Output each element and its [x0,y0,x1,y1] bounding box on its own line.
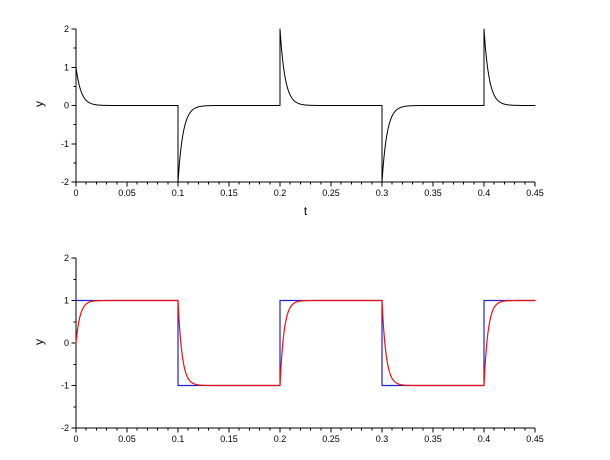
top-tick-labels: 0 0.05 0.1 0.15 0.2 0.25 0.3 0.35 0.4 0.45 -2 -1 0 1 2 [61,24,544,198]
x-tick-label: 0.25 [322,434,340,444]
top-chart: 0 0.05 0.1 0.15 0.2 0.25 0.3 0.35 0.4 0.45 -2 -1 0 1 2 [61,24,544,198]
y-tick-label: 1 [64,296,69,306]
x-tick-label: 0.45 [526,434,544,444]
x-tick-label: 0.35 [424,434,442,444]
x-tick-label: 0.05 [118,434,136,444]
top-xaxis-title: t [303,204,308,218]
x-tick-label: 0.35 [424,188,442,198]
x-tick-label: 0.45 [526,188,544,198]
bottom-yaxis-title: y [32,339,46,345]
y-tick-label: 2 [64,253,69,263]
series-high-pass-filtered-square-wave [75,28,536,183]
x-tick-label: 0.05 [118,188,136,198]
x-tick-label: 0.15 [220,434,238,444]
bottom-chart: 0 0.05 0.1 0.15 0.2 0.25 0.3 0.35 0.4 0.45 -2 -1 0 1 2 [0,230,610,460]
top-axes [71,28,536,187]
x-tick-label: 0.1 [172,434,185,444]
x-tick-label: 0.3 [376,434,389,444]
x-tick-label: 0.4 [478,188,491,198]
top-yaxis-title: y [32,101,46,107]
bottom-axes [71,257,536,433]
y-tick-label: -1 [61,381,69,391]
y-tick-label: -2 [61,423,69,433]
y-tick-label: -1 [61,139,69,149]
y-tick-label: 2 [64,24,69,34]
top-plot-svg: 0 0.05 0.1 0.15 0.2 0.25 0.3 0.35 0.4 0.45 -2 -1 0 1 2 [61,24,544,198]
bottom-plot-svg: 0 0.05 0.1 0.15 0.2 0.25 0.3 0.35 0.4 0.45 -2 -1 0 1 2 [61,253,544,444]
x-tick-label: 0.1 [172,188,185,198]
x-tick-label: 0.25 [322,188,340,198]
x-tick-label: 0 [73,434,78,444]
series-square-wave-input [75,299,536,387]
x-tick-label: 0.15 [220,188,238,198]
x-tick-label: 0.4 [478,434,491,444]
x-tick-label: 0 [73,188,78,198]
x-tick-label: 0.2 [274,188,287,198]
y-tick-label: 1 [64,62,69,72]
series-low-pass-filtered-square-wave [75,299,536,387]
y-tick-label: -2 [61,177,69,187]
x-tick-label: 0.3 [376,188,389,198]
y-tick-label: 0 [64,101,69,111]
bottom-tick-labels: 0 0.05 0.1 0.15 0.2 0.25 0.3 0.35 0.4 0.45 -2 -1 0 1 2 [61,253,544,444]
y-tick-label: 0 [64,338,69,348]
x-tick-label: 0.2 [274,434,287,444]
